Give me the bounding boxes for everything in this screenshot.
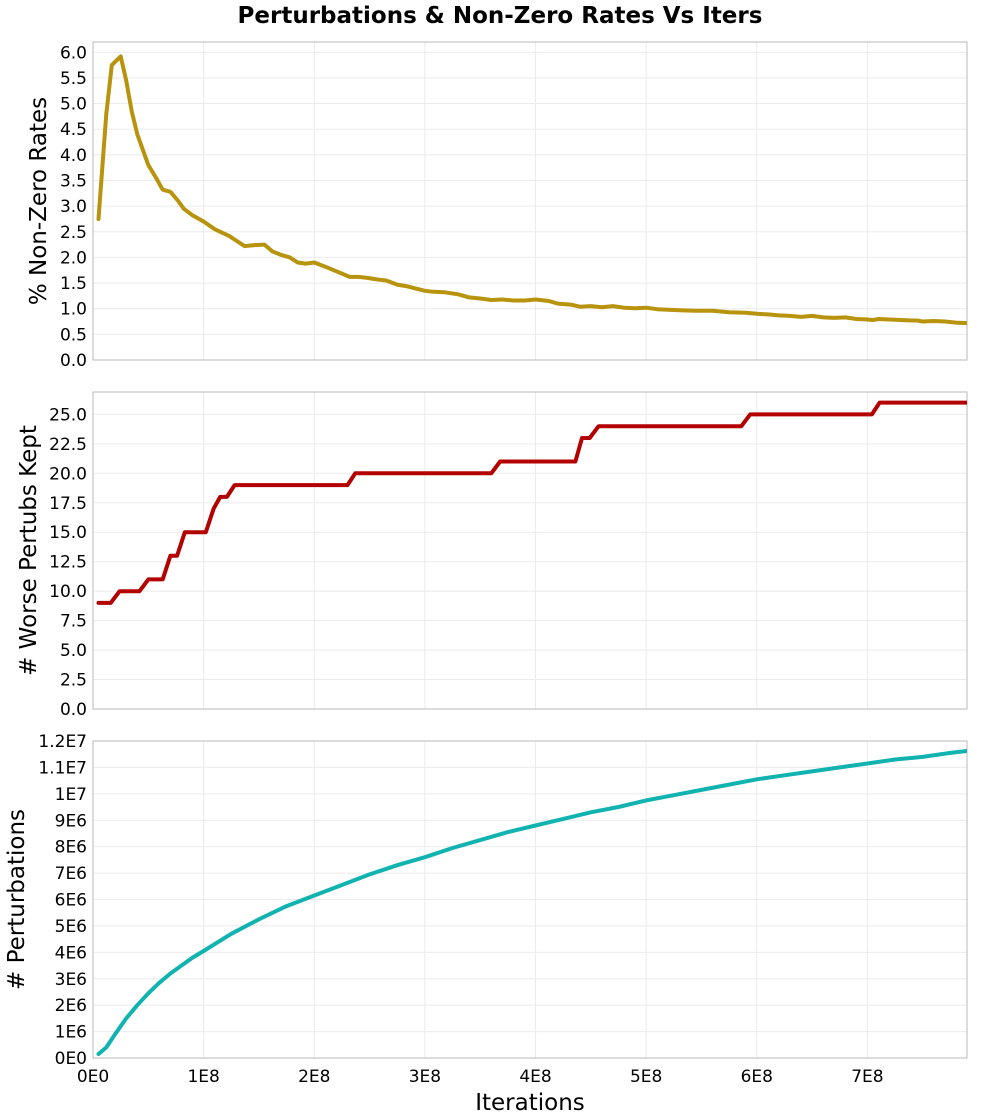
y-tick-label: 10.0 <box>49 582 87 602</box>
y-tick-label: 1.1E7 <box>38 758 87 778</box>
y-tick-label: 2.5 <box>60 223 87 243</box>
y-tick-label: 3.0 <box>60 197 87 217</box>
subplot-2: 0.0 2.5 5.0 7.5 10.0 12.5 15.0 17.5 20.0 22.5 25.0… <box>16 391 968 720</box>
y-tick-label: 25.0 <box>49 405 87 425</box>
series-line <box>96 54 967 326</box>
y-tick-label: 15.0 <box>49 523 87 543</box>
y-tick-label: 4.5 <box>60 120 87 140</box>
y-tick-label: 0.5 <box>60 325 87 345</box>
y-axis-label: # Perturbations <box>4 809 30 990</box>
y-tick-label: 7.5 <box>60 612 87 632</box>
y-tick-label: 1.2E7 <box>38 732 87 752</box>
plot-area <box>92 391 968 710</box>
subplot-3: 0E0 1E6 2E6 3E6 4E6 5E6 6E6 7E6 8E6 9E6 1E7 1.1E7 1.… <box>4 732 968 1087</box>
y-tick-label: 6.0 <box>60 43 87 63</box>
y-tick-label: 0E0 <box>55 1049 87 1069</box>
y-tick-label: 2.0 <box>60 248 87 268</box>
x-tick-label: 2E8 <box>298 1067 330 1087</box>
y-tick-label: 4.0 <box>60 146 87 166</box>
x-tick-label: 7E8 <box>851 1067 883 1087</box>
y-tick-label: 1.5 <box>60 274 87 294</box>
y-tick-label: 1E7 <box>55 785 87 805</box>
plot-frame <box>92 740 968 1059</box>
y-tick-label: 9E6 <box>55 811 87 831</box>
plot-area <box>92 41 968 361</box>
y-tick-label: 5.0 <box>60 641 87 661</box>
y-tick-label: 2E6 <box>55 996 87 1016</box>
y-tick-label: 0.0 <box>60 351 87 371</box>
y-tick-label: 5.5 <box>60 69 87 89</box>
x-tick-label: 3E8 <box>409 1067 441 1087</box>
y-tick-label: 1E6 <box>55 1023 87 1043</box>
x-tick-label: 1E8 <box>187 1067 219 1087</box>
y-axis-label: % Non-Zero Rates <box>26 97 52 305</box>
y-tick-label: 6E6 <box>55 891 87 911</box>
y-tick-label: 0.0 <box>60 700 87 720</box>
y-axis-label: # Worse Pertubs Kept <box>16 425 42 676</box>
plot-frame <box>92 41 968 361</box>
y-tick-label: 17.5 <box>49 494 87 514</box>
y-tick-label: 20.0 <box>49 464 87 484</box>
series-line <box>96 400 967 605</box>
y-tick-label: 4E6 <box>55 943 87 963</box>
y-tick-label: 22.5 <box>49 435 87 455</box>
plot-frame <box>92 391 968 710</box>
y-tick-label: 12.5 <box>49 553 87 573</box>
x-axis-label: Iterations <box>475 1090 585 1116</box>
y-tick-label: 5E6 <box>55 917 87 937</box>
y-tick-label: 8E6 <box>55 838 87 858</box>
y-tick-label: 1.0 <box>60 300 87 320</box>
series-line <box>96 749 967 1056</box>
x-tick-label: 6E8 <box>741 1067 773 1087</box>
x-tick-label: 0E0 <box>77 1067 109 1087</box>
x-tick-label: 5E8 <box>630 1067 662 1087</box>
y-tick-label: 7E6 <box>55 864 87 884</box>
y-tick-label: 3E6 <box>55 970 87 990</box>
y-tick-label: 3.5 <box>60 171 87 191</box>
chart-title: Perturbations & Non-Zero Rates Vs Iters <box>238 3 763 29</box>
subplot-1: 0.0 0.5 1.0 1.5 2.0 2.5 3.0 3.5 4.0 4.5 5.0 5.5 6.0%… <box>26 41 968 371</box>
y-tick-label: 2.5 <box>60 671 87 691</box>
x-tick-label: 4E8 <box>519 1067 551 1087</box>
y-tick-label: 5.0 <box>60 95 87 115</box>
subplots: 0.0 0.5 1.0 1.5 2.0 2.5 3.0 3.5 4.0 4.5 5.0 5.5 6.0%… <box>4 41 968 1087</box>
